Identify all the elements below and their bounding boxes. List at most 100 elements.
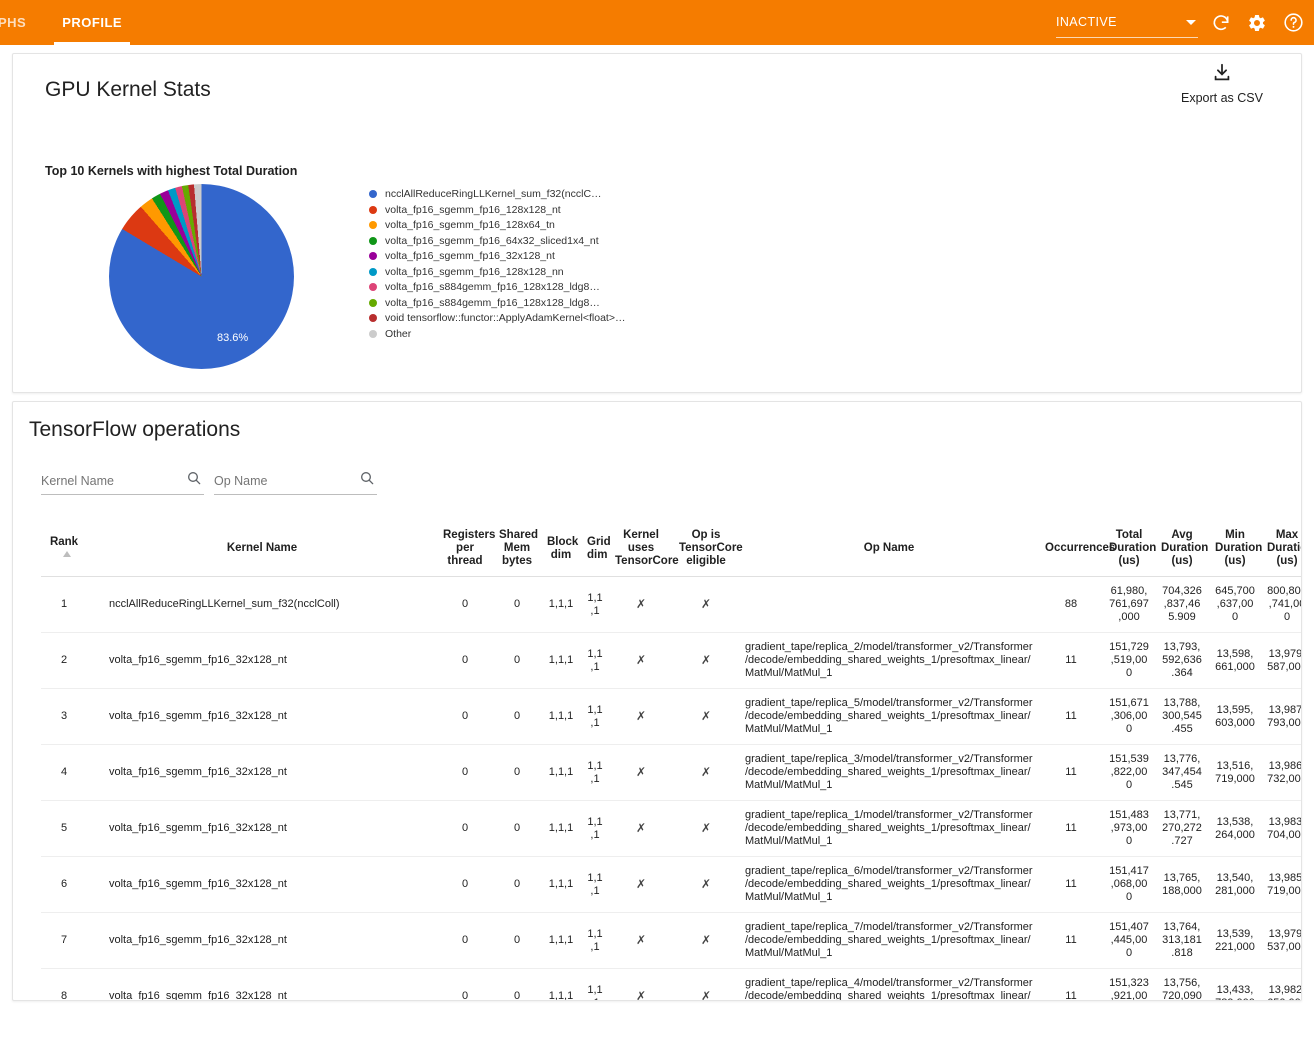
cell-op-name: gradient_tape/replica_3/model/transforme… <box>739 744 1039 801</box>
export-as-csv-label: Export as CSV <box>1181 91 1263 105</box>
legend-item[interactable]: Other <box>369 328 669 340</box>
cell-kernel-uses-tensorcore: ✗ <box>609 576 673 633</box>
otc-l2: TensorCore <box>679 542 743 554</box>
avg-l3: (us) <box>1171 555 1193 567</box>
legend-color-swatch <box>369 314 377 322</box>
legend-item[interactable]: ncclAllReduceRingLLKernel_sum_f32(ncclC… <box>369 188 669 200</box>
legend-color-swatch <box>369 221 377 229</box>
cell-grid-dim: 1,1,1 <box>581 576 609 633</box>
column-header-kernel-name[interactable]: Kernel Name <box>87 521 437 577</box>
cell-rank: 4 <box>41 744 87 801</box>
cell-total-duration: 151,417,068,000 <box>1103 856 1155 913</box>
tab-profile[interactable]: PROFILE <box>44 0 140 45</box>
search-icon[interactable] <box>359 470 375 491</box>
column-header-op-name[interactable]: Op Name <box>739 521 1039 577</box>
cross-mark-icon: ✗ <box>635 596 647 611</box>
column-header-avg-duration[interactable]: Avg Duration (us) <box>1155 521 1209 577</box>
grd-l2: dim <box>587 548 608 561</box>
cell-op-name: gradient_tape/replica_4/model/transforme… <box>739 968 1039 1000</box>
column-header-min-duration[interactable]: Min Duration (us) <box>1209 521 1263 577</box>
cross-mark-icon: ✗ <box>635 652 647 667</box>
table-row[interactable]: 1 ncclAllReduceRingLLKernel_sum_f32(ncclC… <box>41 576 1301 633</box>
table-row[interactable]: 3 volta_fp16_sgemm_fp16_32x128_nt 0 0 1,1,1 1… <box>41 688 1301 745</box>
legend-item[interactable]: volta_fp16_sgemm_fp16_64x32_sliced1x4_nt <box>369 235 669 247</box>
cell-kernel-name: ncclAllReduceRingLLKernel_sum_f32(ncclCo… <box>87 576 437 633</box>
cell-rank: 6 <box>41 856 87 913</box>
cell-op-name: gradient_tape/replica_5/model/transforme… <box>739 688 1039 745</box>
column-header-occurrences[interactable]: Occurrences <box>1039 521 1115 577</box>
table-filters <box>41 472 1301 495</box>
table-row[interactable]: 6 volta_fp16_sgemm_fp16_32x128_nt 0 0 1,1,1 1… <box>41 856 1301 913</box>
cell-max-duration: 13,983,704,000 <box>1261 800 1301 857</box>
table-row[interactable]: 7 volta_fp16_sgemm_fp16_32x128_nt 0 0 1,1,1 1… <box>41 912 1301 969</box>
cross-mark-icon: ✗ <box>700 988 712 1001</box>
column-header-rank[interactable]: Rank <box>41 521 87 577</box>
legend-item[interactable]: volta_fp16_s884gemm_fp16_128x128_ldg8… <box>369 281 669 293</box>
legend-item[interactable]: volta_fp16_sgemm_fp16_128x64_tn <box>369 219 669 231</box>
column-header-registers[interactable]: Registers per thread <box>437 521 495 577</box>
legend-color-swatch <box>369 252 377 260</box>
cell-kernel-name: volta_fp16_sgemm_fp16_32x128_nt <box>87 856 437 913</box>
download-icon <box>1211 63 1233 88</box>
cell-rank: 7 <box>41 912 87 969</box>
column-header-total-duration[interactable]: Total Duration (us) <box>1103 521 1157 577</box>
cell-grid-dim: 1,1,1 <box>581 856 609 913</box>
search-icon[interactable] <box>186 470 202 491</box>
table-row[interactable]: 8 volta_fp16_sgemm_fp16_32x128_nt 0 0 1,1,1 1… <box>41 968 1301 1001</box>
max-l1: Max <box>1275 529 1299 541</box>
help-icon[interactable] <box>1280 10 1306 36</box>
legend-item[interactable]: volta_fp16_sgemm_fp16_128x128_nn <box>369 266 669 278</box>
op-name-search-input[interactable] <box>214 472 348 490</box>
legend-item[interactable]: void tensorflow::functor::ApplyAdamKerne… <box>369 312 669 324</box>
cross-mark-icon: ✗ <box>700 708 712 723</box>
min-l2: Duration <box>1215 542 1263 554</box>
column-header-kernel-uses-tensorcore[interactable]: Kernel uses TensorCore <box>609 521 679 577</box>
column-header-op-tensorcore-eligible[interactable]: Op is TensorCore eligible <box>673 521 743 577</box>
run-status-dropdown[interactable]: INACTIVE <box>1056 8 1198 38</box>
cell-shared-mem: 0 <box>493 688 541 745</box>
cell-grid-dim: 1,1,1 <box>581 632 609 689</box>
cell-kernel-uses-tensorcore: ✗ <box>609 968 673 1000</box>
run-status-value: INACTIVE <box>1056 15 1117 29</box>
export-as-csv-button[interactable]: Export as CSV <box>1167 62 1277 105</box>
legend-item[interactable]: volta_fp16_s884gemm_fp16_128x128_ldg8… <box>369 297 669 309</box>
cell-total-duration: 151,539,822,000 <box>1103 744 1155 801</box>
cell-op-tensorcore-eligible: ✗ <box>673 856 739 913</box>
pie-chart[interactable]: 83.6% <box>109 184 294 369</box>
tot-l2: Duration <box>1109 542 1157 554</box>
table-row[interactable]: 4 volta_fp16_sgemm_fp16_32x128_nt 0 0 1,1,1 1… <box>41 744 1301 801</box>
gear-icon[interactable] <box>1244 10 1270 36</box>
column-header-max-duration[interactable]: Max Duration (us) <box>1261 521 1301 577</box>
cell-kernel-name: volta_fp16_sgemm_fp16_32x128_nt <box>87 688 437 745</box>
cross-mark-icon: ✗ <box>635 764 647 779</box>
cell-kernel-name: volta_fp16_sgemm_fp16_32x128_nt <box>87 632 437 689</box>
op-name-filter <box>214 472 377 495</box>
column-header-shared-mem[interactable]: Shared Mem bytes <box>493 521 541 577</box>
cell-min-duration: 645,700,637,000 <box>1209 576 1261 633</box>
legend-item[interactable]: volta_fp16_sgemm_fp16_32x128_nt <box>369 250 669 262</box>
legend-item-label: volta_fp16_sgemm_fp16_64x32_sliced1x4_nt <box>385 234 599 247</box>
app-bar-actions: INACTIVE <box>1056 0 1306 45</box>
cell-registers: 0 <box>437 856 493 913</box>
cell-avg-duration: 13,756,720,090.909 <box>1155 968 1209 1000</box>
table-row[interactable]: 5 volta_fp16_sgemm_fp16_32x128_nt 0 0 1,1,1 1… <box>41 800 1301 857</box>
refresh-icon[interactable] <box>1208 10 1234 36</box>
cell-avg-duration: 13,776,347,454.545 <box>1155 744 1209 801</box>
cell-occurrences: 11 <box>1039 912 1103 969</box>
legend-color-swatch <box>369 205 377 214</box>
column-header-block-dim[interactable]: Block dim <box>541 521 581 577</box>
cross-mark-icon: ✗ <box>700 652 712 667</box>
legend-item-label: volta_fp16_sgemm_fp16_128x128_nt <box>385 203 561 216</box>
cell-registers: 0 <box>437 968 493 1000</box>
cell-grid-dim: 1,1,1 <box>581 800 609 857</box>
table-row[interactable]: 2 volta_fp16_sgemm_fp16_32x128_nt 0 0 1,1,1 1… <box>41 632 1301 689</box>
kernel-name-search-input[interactable] <box>41 472 175 490</box>
legend-item[interactable]: volta_fp16_sgemm_fp16_128x128_nt <box>369 204 669 216</box>
cell-op-name: gradient_tape/replica_2/model/transforme… <box>739 632 1039 689</box>
cell-min-duration: 13,540,281,000 <box>1209 856 1261 913</box>
cell-min-duration: 13,516,719,000 <box>1209 744 1261 801</box>
tot-l1: Total <box>1115 529 1143 541</box>
tab-graphs[interactable]: PHS <box>0 15 27 30</box>
cell-block-dim: 1,1,1 <box>541 688 581 745</box>
column-header-grid-dim[interactable]: Grid dim <box>581 521 611 577</box>
